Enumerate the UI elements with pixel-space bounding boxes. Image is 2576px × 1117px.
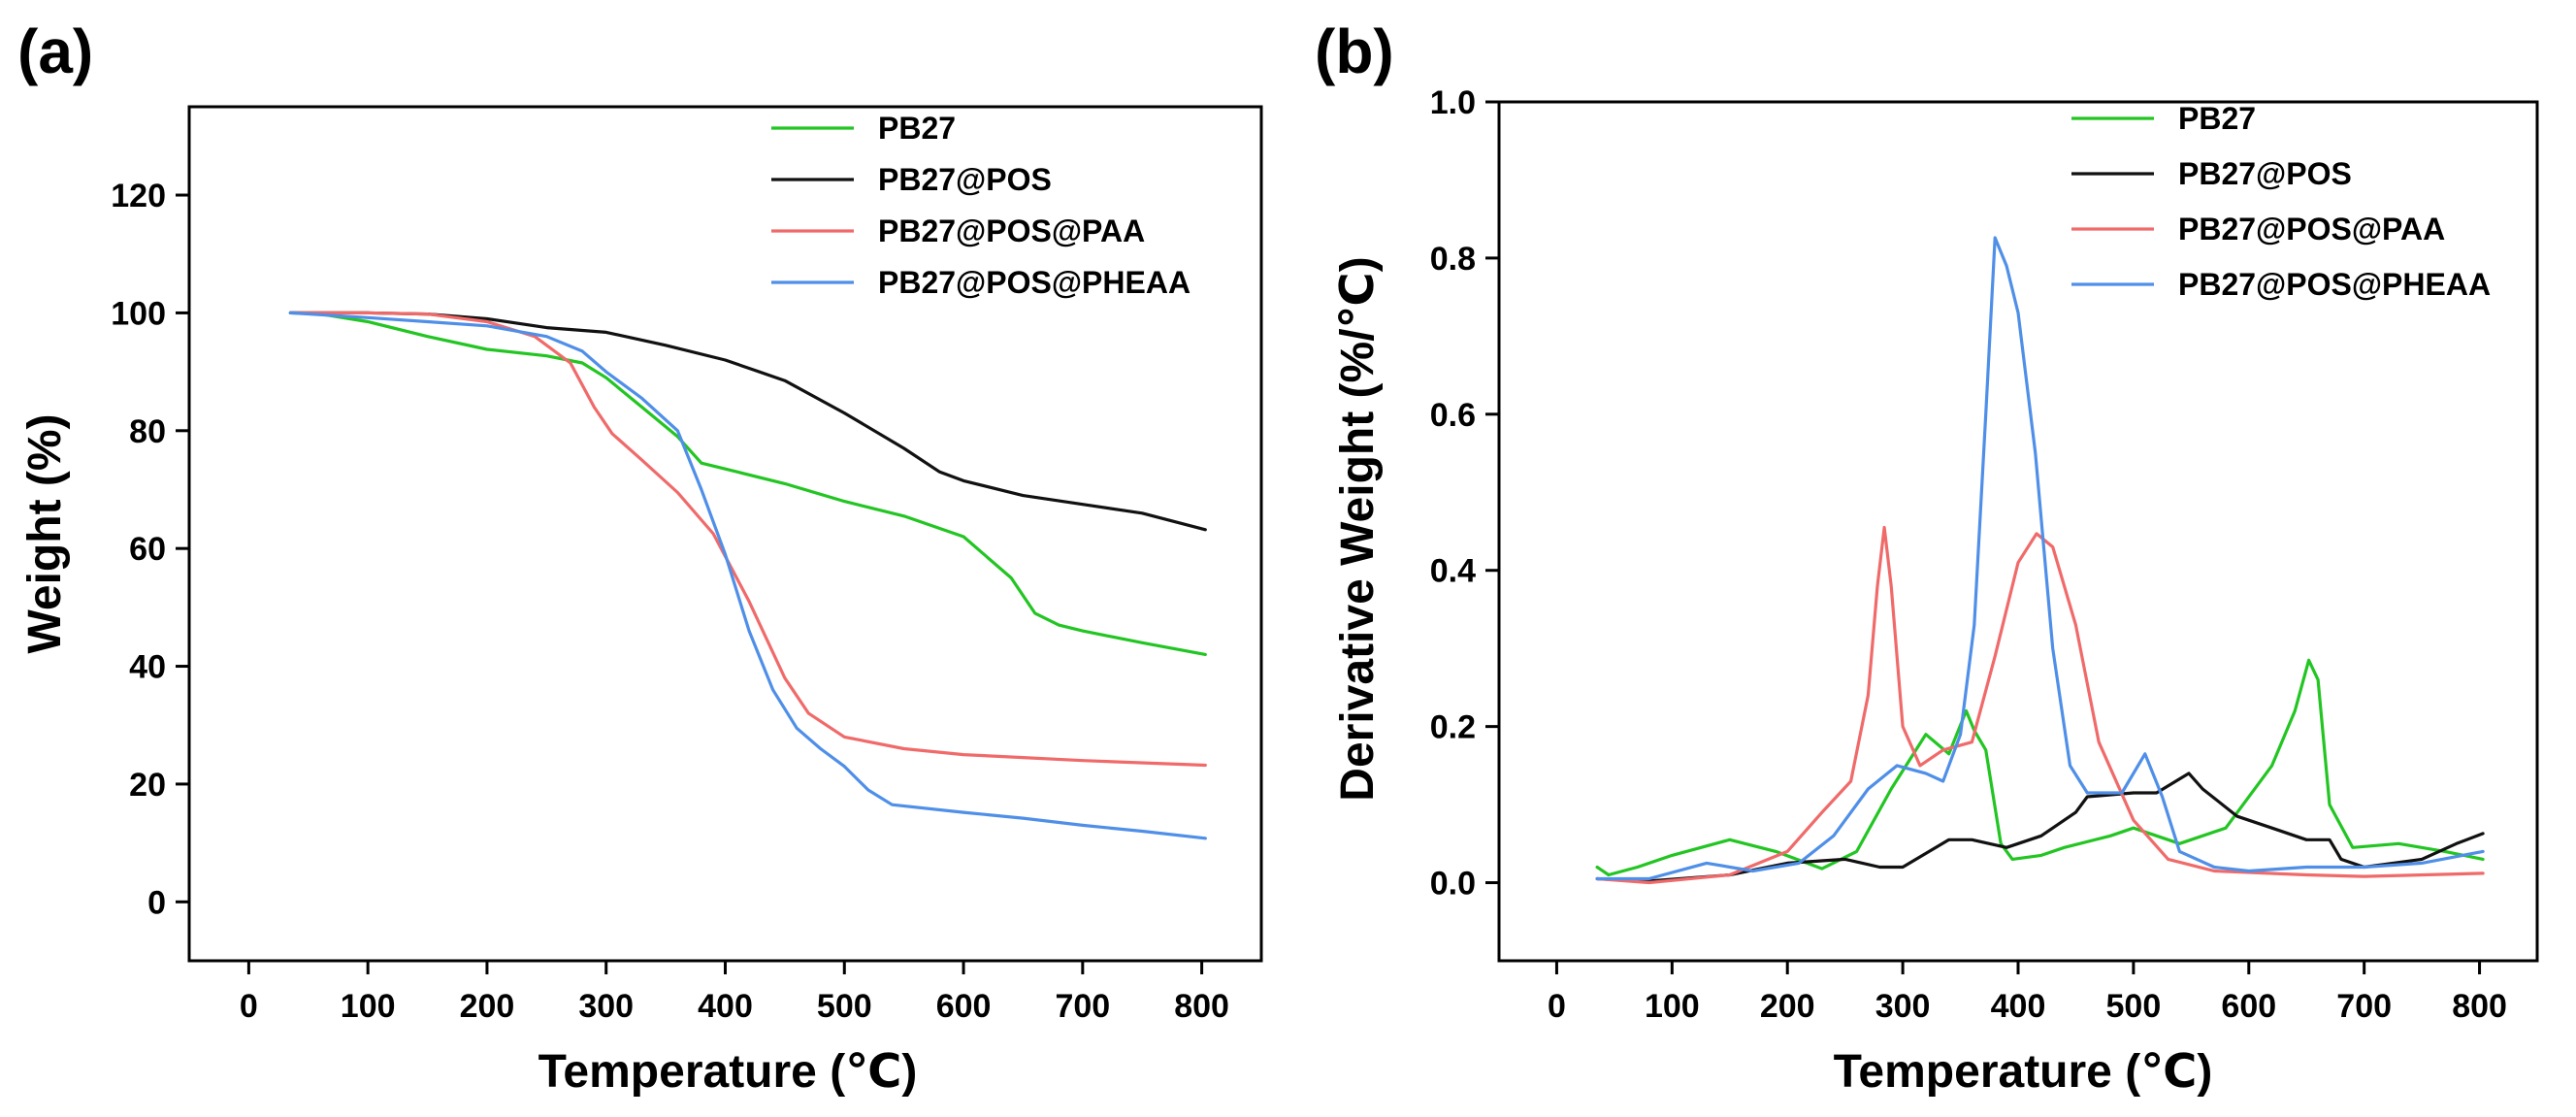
y-tick-label: 60: [129, 531, 166, 568]
legend-label: PB27@POS@PAA: [2178, 212, 2445, 246]
panel-label: (b): [1315, 16, 1394, 86]
series-line-pb27-pos-paa: [1595, 525, 2485, 885]
panel-b-derivative-chart: (b) 0 100 200 300 400 500 600 700 800 0.0 0.2 0.4 0.6…: [1315, 16, 2539, 1098]
x-axis-title: Temperature (℃): [538, 1046, 918, 1098]
x-axis-title: Temperature (℃): [1834, 1046, 2213, 1098]
legend-label: PB27@POS@PAA: [878, 214, 1145, 248]
y-tick-label: 40: [129, 649, 166, 686]
x-tick-label: 800: [1174, 988, 1229, 1025]
y-tick-label: 0.0: [1430, 866, 1476, 903]
x-tick-label: 400: [698, 988, 753, 1025]
y-tick-label: 0.4: [1430, 553, 1476, 590]
x-tick-label: 0: [240, 988, 258, 1025]
y-axis-title: Derivative Weight (%/℃): [1332, 256, 1384, 801]
legend-label: PB27@POS: [2178, 156, 2352, 191]
x-tick-label: 200: [1760, 988, 1815, 1025]
series-line-pb27-pos-pheaa: [1595, 236, 2485, 881]
y-tick-label: 0.2: [1430, 709, 1476, 746]
x-tick-label: 300: [578, 988, 634, 1025]
y-axis-title: Weight (%): [19, 413, 71, 653]
legend-label: PB27: [2178, 101, 2256, 136]
y-tick-label: 0.6: [1430, 397, 1476, 434]
x-tick-label: 400: [1991, 988, 2046, 1025]
series-line-pb27: [288, 311, 1207, 656]
y-tick-label: 80: [129, 413, 166, 450]
y-tick-label: 0: [147, 884, 166, 921]
x-tick-label: 700: [1055, 988, 1110, 1025]
y-tick-label: 120: [111, 178, 166, 214]
legend-label: PB27@POS: [878, 162, 1052, 197]
x-tick-label: 600: [936, 988, 992, 1025]
x-tick-label: 300: [1875, 988, 1931, 1025]
x-tick-label: 0: [1548, 988, 1566, 1025]
x-tick-label: 100: [341, 988, 396, 1025]
panel-label: (a): [17, 16, 93, 86]
x-tick-label: 200: [460, 988, 515, 1025]
x-tick-label: 700: [2336, 988, 2392, 1025]
y-tick-label: 20: [129, 767, 166, 804]
panel-a-weight-chart: (a) 0 100 200 300 400 500 600 700 800 0 20 40 60 80 100…: [17, 16, 1263, 1098]
x-tick-label: 600: [2221, 988, 2276, 1025]
y-tick-label: 1.0: [1430, 84, 1476, 121]
series-line-pb27-pos-pheaa: [288, 311, 1207, 840]
x-tick-label: 800: [2452, 988, 2507, 1025]
series-line-pb27-pos: [1595, 772, 2485, 883]
x-tick-label: 500: [2106, 988, 2162, 1025]
y-tick-label: 0.8: [1430, 241, 1476, 278]
series-line-pb27: [1595, 658, 2485, 877]
legend-label: PB27@POS@PHEAA: [878, 265, 1190, 300]
legend-label: PB27@POS@PHEAA: [2178, 267, 2491, 302]
series-line-pb27-pos: [288, 311, 1207, 532]
legend-label: PB27: [878, 111, 956, 146]
series-line-pb27-pos-paa: [288, 311, 1207, 768]
x-tick-label: 100: [1645, 988, 1700, 1025]
x-tick-label: 500: [817, 988, 872, 1025]
y-tick-label: 100: [111, 295, 166, 332]
